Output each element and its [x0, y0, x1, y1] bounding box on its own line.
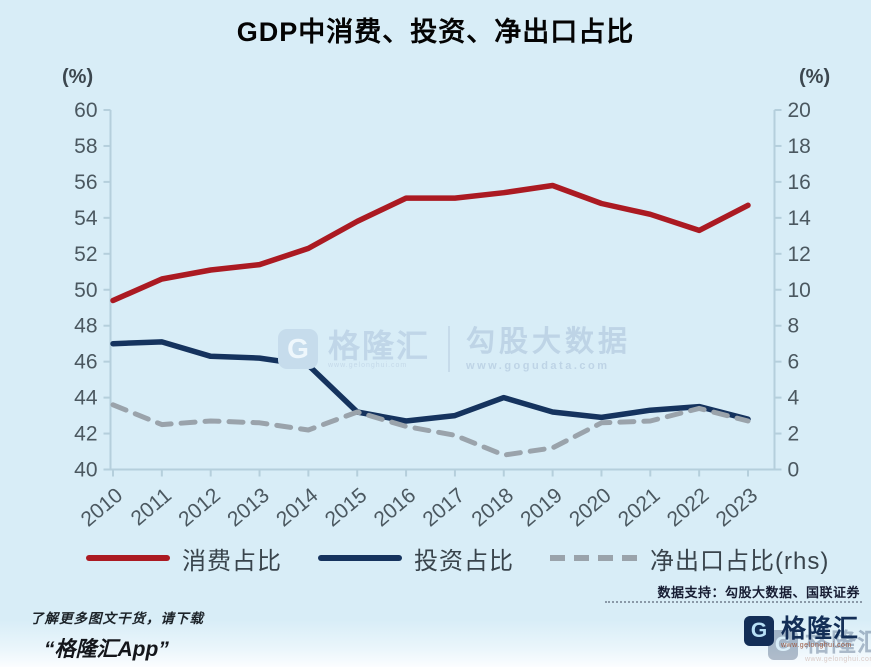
- gelonghui-logo: G 格隆汇 www.gelonghui.com: [743, 615, 859, 649]
- x-axis-year-label: 2017: [419, 484, 470, 532]
- x-axis-year-label: 2018: [467, 484, 518, 532]
- watermark-brand-url: www.gelonghui.com: [328, 361, 408, 369]
- app-promo: 了解更多图文干货，请下载 “格隆汇App”: [30, 607, 204, 663]
- left-axis-tick-label: 48: [74, 315, 97, 338]
- x-axis-year-label: 2010: [77, 484, 128, 532]
- left-axis-tick-label: 50: [74, 279, 97, 302]
- watermark-divider: [448, 326, 451, 372]
- left-axis-tick-label: 56: [74, 171, 97, 194]
- x-axis-year-label: 2012: [174, 484, 225, 532]
- right-axis-tick-label: 20: [788, 99, 811, 122]
- right-axis-tick-label: 2: [788, 423, 800, 446]
- dotted-divider: [605, 601, 862, 603]
- right-axis-unit-label: (%): [799, 66, 831, 88]
- app-promo-line2: “格隆汇App”: [44, 638, 169, 661]
- data-credit: 数据支持：勾股大数据、国联证券: [657, 585, 860, 600]
- watermark-partner: 勾股大数据: [466, 325, 632, 358]
- legend: 消费占比 投资占比 净出口占比(rhs): [86, 540, 829, 576]
- legend-label-net-exports: 净出口占比(rhs): [650, 547, 830, 575]
- x-axis-year-label: 2013: [223, 484, 274, 532]
- right-axis-tick-label: 4: [788, 387, 800, 410]
- right-axis-tick-label: 0: [788, 459, 800, 482]
- x-axis-year-label: 2020: [565, 484, 616, 532]
- right-axis-tick-label: 18: [788, 135, 811, 158]
- logo-url: www.gelonghui.com: [804, 656, 871, 663]
- left-axis-tick-label: 60: [74, 99, 97, 122]
- watermark-partner-url: www.gogudata.com: [466, 359, 610, 372]
- left-axis-tick-label: 52: [74, 243, 97, 266]
- watermark-brand: 格隆汇: [328, 327, 431, 364]
- legend-item-net-exports: 净出口占比(rhs): [550, 541, 829, 576]
- consumption-line-icon: [86, 555, 170, 561]
- x-axis-year-label: 2022: [663, 484, 714, 532]
- investment-line-icon: [318, 555, 402, 561]
- left-axis-tick-label: 54: [74, 207, 98, 230]
- x-axis-year-label: 2014: [272, 484, 323, 532]
- consumption-line: [110, 182, 751, 304]
- gelonghui-g-icon: G: [278, 329, 318, 369]
- app-promo-line1: 了解更多图文干货，请下载: [30, 611, 204, 626]
- logo-name: 格隆汇: [804, 629, 871, 657]
- net-exports-dashed-line-icon: [550, 555, 638, 561]
- right-axis-tick-label: 16: [788, 171, 811, 194]
- legend-item-consumption: 消费占比: [86, 541, 282, 576]
- left-axis-tick-label: 44: [74, 387, 98, 410]
- legend-label-investment: 投资占比: [414, 547, 514, 575]
- net-exports-line: [110, 402, 751, 458]
- legend-label-consumption: 消费占比: [182, 547, 282, 575]
- x-axis-year-label: 2019: [516, 484, 567, 532]
- chart-title: GDP中消费、投资、净出口占比: [236, 17, 635, 47]
- right-axis-tick-label: 12: [788, 243, 811, 266]
- watermark: G 格隆汇 www.gelonghui.com 勾股大数据 www.goguda…: [278, 326, 631, 372]
- left-axis-tick-label: 42: [74, 423, 97, 446]
- investment-line: [110, 339, 751, 424]
- x-axis-year-label: 2021: [614, 484, 665, 532]
- left-axis-tick-label: 46: [74, 351, 97, 374]
- left-axis-tick-label: 40: [74, 459, 97, 482]
- gelonghui-g-icon: G: [743, 616, 774, 646]
- x-axis-year-label: 2023: [712, 484, 763, 532]
- right-axis-tick-label: 10: [788, 279, 811, 302]
- right-axis-tick-label: 6: [788, 351, 800, 374]
- legend-item-investment: 投资占比: [318, 541, 514, 576]
- x-axis-year-label: 2015: [321, 484, 372, 532]
- logo-name: 格隆汇: [780, 615, 859, 643]
- logo-url: www.gelonghui.com: [780, 642, 852, 649]
- right-axis-tick-label: 8: [788, 315, 800, 338]
- x-axis-year-label: 2011: [127, 484, 176, 531]
- x-axis-year-label: 2016: [370, 484, 421, 532]
- gelonghui-logo-shadow: G 格隆汇 www.gelonghui.com: [767, 629, 871, 663]
- left-axis-unit-label: (%): [62, 66, 94, 88]
- right-axis-tick-label: 14: [788, 207, 812, 230]
- left-axis-tick-label: 58: [74, 135, 97, 158]
